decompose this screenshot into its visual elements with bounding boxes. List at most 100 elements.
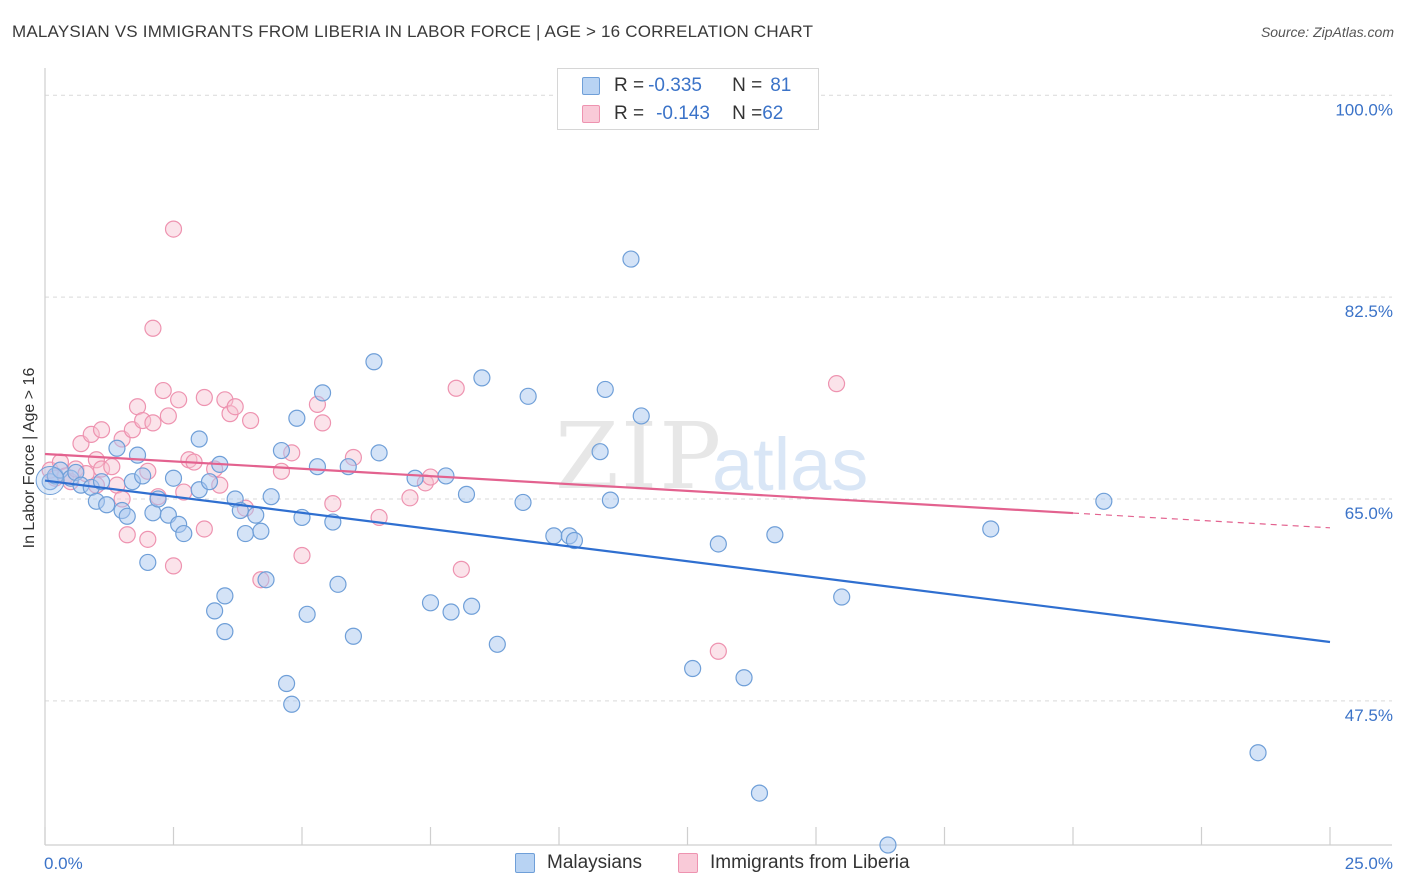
malaysian-point	[735, 669, 753, 687]
malaysian-point	[200, 473, 219, 491]
malaysian-point	[262, 488, 280, 506]
y-tick-label: 100.0%	[1335, 100, 1393, 119]
legend-swatch-blue	[582, 77, 600, 95]
malaysian-point	[750, 784, 769, 802]
liberia-point	[92, 421, 111, 439]
malaysian-point	[236, 524, 255, 543]
liberia-point	[159, 407, 177, 425]
legend-swatch-pink	[582, 105, 600, 123]
liberia-point	[242, 411, 260, 430]
malaysian-point	[596, 380, 614, 399]
liberia-point	[226, 398, 244, 416]
legend-r-value: -0.335	[648, 75, 702, 96]
malaysian-point	[206, 602, 224, 620]
malaysian-trend-line	[44, 479, 1331, 644]
liberia-point	[170, 391, 188, 409]
malaysian-point	[216, 587, 234, 605]
y-tick-label: 82.5%	[1345, 302, 1393, 321]
malaysian-point	[488, 635, 506, 653]
malaysian-point	[982, 520, 1000, 538]
source-label: Source: ZipAtlas.com	[1260, 24, 1394, 40]
liberia-point	[709, 642, 727, 660]
series-legend: Malaysians Immigrants from Liberia	[0, 852, 1406, 878]
malaysian-point	[514, 493, 532, 512]
legend-r-label: R =	[614, 103, 645, 124]
liberia-point	[293, 546, 311, 565]
legend-n-label: N =	[732, 103, 763, 124]
liberia-trend-line	[44, 452, 1074, 515]
y-tick-label: 65.0%	[1345, 504, 1393, 523]
liberia-point	[103, 458, 121, 476]
series-swatch-pink	[678, 853, 698, 873]
malaysian-point	[879, 836, 897, 854]
malaysian-point	[766, 526, 784, 544]
malaysian-point	[98, 496, 116, 514]
malaysian-point	[833, 588, 851, 606]
chart-title: MALAYSIAN VS IMMIGRANTS FROM LIBERIA IN …	[12, 22, 814, 41]
legend-r-value: -0.143	[656, 103, 710, 124]
malaysian-point	[344, 627, 362, 645]
legend-r-label: R =	[614, 75, 645, 96]
x-tick-label: 25.0%	[1345, 854, 1393, 873]
malaysian-point	[134, 467, 152, 485]
liberia-point	[447, 379, 465, 397]
liberia-point	[452, 560, 470, 578]
liberia-point	[82, 425, 100, 443]
liberia-point	[144, 319, 162, 337]
series-swatch-blue	[515, 853, 535, 873]
malaysian-point	[216, 623, 234, 641]
malaysian-point	[277, 674, 296, 693]
malaysian-point	[442, 603, 460, 621]
liberia-point	[139, 530, 157, 548]
legend-row-malaysians: R = -0.335 N = 81	[582, 74, 791, 98]
malaysian-point	[421, 594, 440, 612]
series-label-malaysians: Malaysians	[547, 852, 643, 873]
liberia-point	[144, 414, 162, 432]
malaysian-point	[128, 446, 147, 464]
liberia-point	[195, 388, 213, 407]
liberia-point	[313, 414, 332, 432]
series-legend-liberia: Immigrants from Liberia	[678, 852, 910, 874]
malaysian-point	[709, 535, 727, 553]
series-label-liberia: Immigrants from Liberia	[710, 852, 910, 873]
legend-row-liberia: R = -0.143 N = 62	[582, 102, 783, 126]
legend-n-value: 62	[762, 103, 784, 124]
malaysian-point	[370, 444, 388, 462]
malaysian-point	[247, 506, 265, 524]
malaysian-point	[1095, 492, 1113, 510]
malaysian-point	[175, 524, 193, 543]
axes	[44, 68, 1392, 846]
gridlines	[45, 94, 1392, 702]
malaysian-point	[519, 387, 537, 405]
malaysian-point	[272, 441, 291, 460]
malaysian-point	[329, 575, 347, 593]
malaysian-point	[463, 597, 481, 615]
liberia-point	[324, 494, 342, 513]
liberia-trend-extension	[1072, 512, 1331, 529]
liberia-point	[118, 526, 136, 544]
liberia-point	[195, 520, 213, 538]
legend-n-value: 81	[770, 75, 792, 96]
malaysian-point	[457, 485, 476, 503]
malaysian-point	[108, 439, 126, 457]
malaysian-point	[622, 250, 640, 268]
malaysian-point	[601, 491, 620, 509]
malaysian-point	[308, 458, 327, 476]
tick-labels: 47.5% 65.0% 82.5% 100.0% 0.0% 25.0% In Labor F…	[21, 100, 1393, 873]
malaysian-point	[252, 522, 270, 540]
liberia-point	[827, 375, 846, 393]
malaysian-point	[139, 553, 157, 572]
liberia-point	[272, 462, 291, 480]
malaysian-point	[365, 353, 383, 371]
series-legend-malaysians: Malaysians	[515, 852, 642, 874]
malaysian-point	[313, 384, 332, 402]
malaysian-point	[565, 531, 584, 550]
malaysian-point	[473, 369, 491, 387]
liberia-point	[401, 489, 419, 507]
malaysian-point	[118, 507, 136, 525]
malaysian-point	[92, 473, 111, 491]
liberia-point	[154, 381, 172, 400]
liberia-point	[164, 220, 183, 238]
malaysian-point	[288, 409, 306, 427]
